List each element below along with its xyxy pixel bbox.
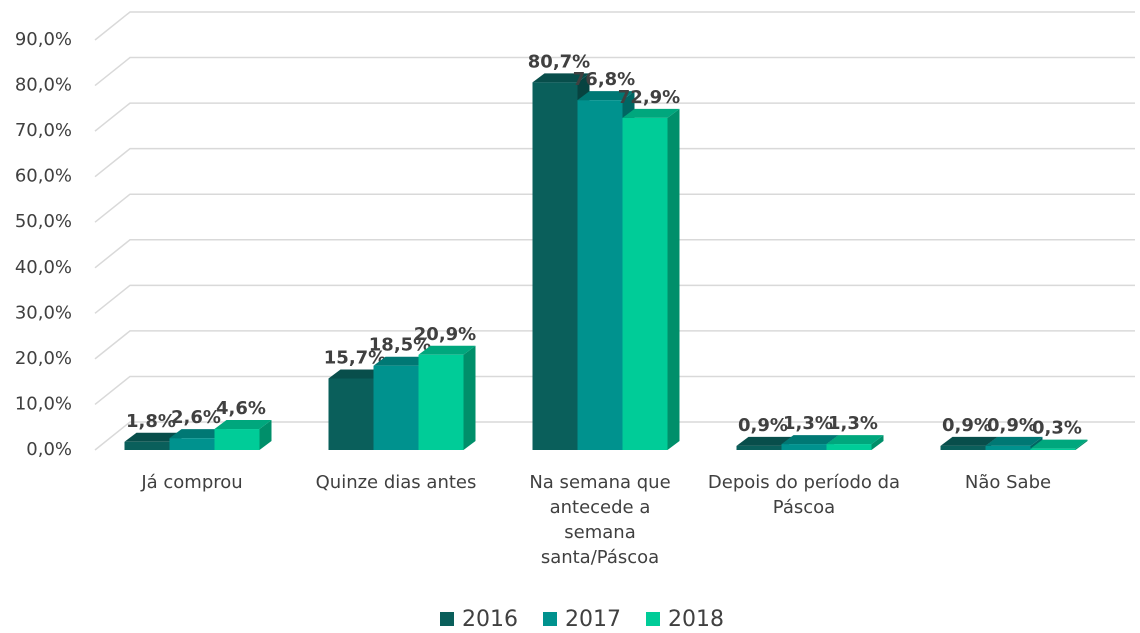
data-label: 0,3% xyxy=(1032,418,1082,439)
y-tick-label: 10,0% xyxy=(15,393,72,414)
bar-top xyxy=(577,91,635,101)
bar xyxy=(1030,448,1076,450)
y-tick-label: 50,0% xyxy=(15,211,72,232)
legend-swatch xyxy=(543,612,557,626)
data-label: 80,7% xyxy=(528,51,590,72)
bar xyxy=(736,445,782,450)
data-label: 15,7% xyxy=(324,347,386,368)
grid-line xyxy=(94,147,1135,178)
grid-line xyxy=(94,193,1135,223)
bar xyxy=(985,445,1031,450)
data-label: 20,9% xyxy=(414,324,476,345)
grid-line xyxy=(94,375,1135,406)
data-label: 76,8% xyxy=(573,69,635,90)
data-label: 0,9% xyxy=(942,415,992,436)
bar xyxy=(124,441,170,450)
bar xyxy=(373,365,419,450)
bar-top xyxy=(1030,439,1088,449)
legend-swatch xyxy=(440,612,454,626)
legend-label: 2017 xyxy=(565,607,621,632)
x-tick-label: Quinze dias antes xyxy=(315,472,477,493)
x-tick-label: Na semana que antecede a semana santa/Pá… xyxy=(529,472,671,568)
bar xyxy=(214,429,260,450)
y-tick-label: 20,0% xyxy=(15,348,72,369)
bar xyxy=(418,354,464,450)
bar xyxy=(781,444,827,450)
bar-top xyxy=(826,435,884,445)
bar-top xyxy=(418,345,476,355)
y-tick-label: 60,0% xyxy=(15,166,72,187)
data-label: 0,9% xyxy=(738,415,788,436)
bar xyxy=(826,444,872,450)
bar xyxy=(577,100,623,450)
bar-top xyxy=(781,435,839,445)
data-label: 18,5% xyxy=(369,335,431,356)
x-tick-label: Já comprou xyxy=(141,472,243,493)
y-tick-label: 40,0% xyxy=(15,257,72,278)
legend-label: 2016 xyxy=(462,607,518,632)
bar xyxy=(940,445,986,450)
grid-line xyxy=(94,284,1135,314)
bar-top xyxy=(532,73,590,83)
grid-line xyxy=(94,102,1135,132)
grid-line xyxy=(94,239,1135,269)
grid-line xyxy=(94,11,1135,41)
bar-top xyxy=(214,420,272,430)
bar-top xyxy=(736,436,794,446)
data-label: 1,3% xyxy=(828,413,878,434)
bar-top xyxy=(940,436,998,446)
y-tick-label: 70,0% xyxy=(15,120,72,141)
y-tick-label: 90,0% xyxy=(15,29,72,50)
data-label: 2,6% xyxy=(171,407,221,428)
bar-side xyxy=(871,435,884,450)
bar xyxy=(532,82,578,450)
bar xyxy=(169,438,215,450)
bar-side xyxy=(463,345,476,450)
bar-top xyxy=(373,356,431,366)
x-tick-label: Depois do período da Páscoa xyxy=(707,472,901,518)
y-tick-label: 30,0% xyxy=(15,302,72,323)
bar-side xyxy=(667,108,680,451)
y-tick-label: 80,0% xyxy=(15,75,72,96)
bar-top xyxy=(622,108,680,118)
data-label: 0,9% xyxy=(987,415,1037,436)
grid-line xyxy=(94,330,1135,360)
bar-top xyxy=(169,429,227,439)
data-label: 1,3% xyxy=(783,413,833,434)
legend-swatch xyxy=(646,612,660,626)
data-label: 72,9% xyxy=(618,87,680,108)
y-tick-label: 0,0% xyxy=(26,439,72,460)
grid-line xyxy=(94,56,1135,87)
bar xyxy=(622,117,668,451)
bar xyxy=(328,378,374,450)
grid-line xyxy=(94,421,1135,451)
bar-side xyxy=(1075,439,1088,450)
bar-top xyxy=(328,369,386,379)
x-tick-label: Não Sabe xyxy=(964,472,1052,493)
data-label: 4,6% xyxy=(216,398,266,419)
legend-label: 2018 xyxy=(668,607,724,632)
bar-top xyxy=(985,436,1043,446)
data-label: 1,8% xyxy=(126,411,176,432)
bar-top xyxy=(124,432,182,442)
bar-side xyxy=(259,420,272,450)
